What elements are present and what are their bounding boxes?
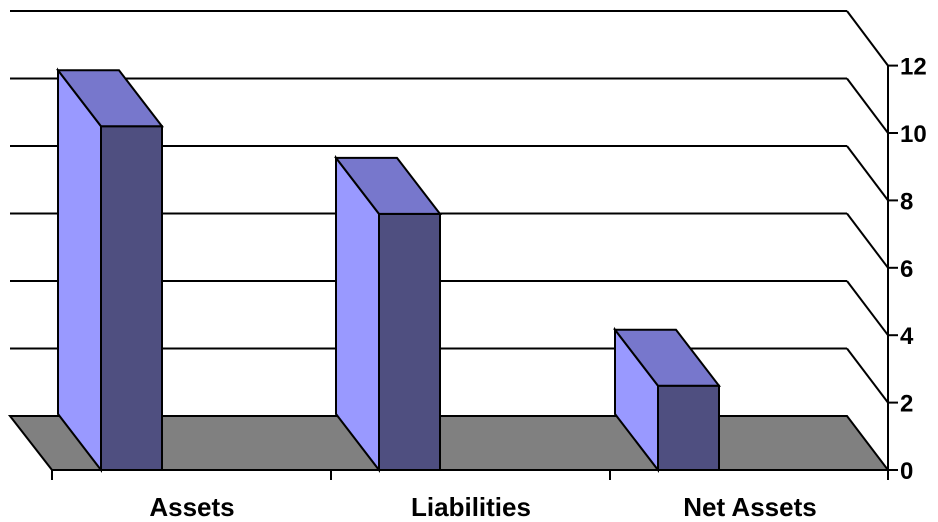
x-tick-label: Net Assets [683,492,816,522]
x-tick-label: Assets [149,492,234,522]
gridline-side [846,77,889,134]
x-tick-label: Liabilities [411,492,531,522]
bar [378,212,441,471]
y-tick-label: 10 [900,121,927,148]
y-tick-label: 6 [900,256,913,283]
y-tick-label: 4 [900,323,914,350]
gridline-side [846,347,889,404]
gridline-side [846,10,889,67]
bar-side [57,67,102,473]
bar [657,384,720,471]
gridline-side [846,212,889,269]
bars [55,67,722,473]
bar-top [612,328,722,387]
labels: 0 2 4 6 8 10 12 Assets Liabilities Net Assets [149,54,926,522]
y-tick-label: 8 [900,188,913,215]
y-tick-label: 0 [900,458,913,485]
bar-top [55,69,165,128]
y-tick-label: 12 [900,54,927,81]
axes [51,64,898,480]
bar-top [333,156,443,215]
y-tick-label: 2 [900,391,913,418]
gridline-side [846,280,889,336]
gridline-side [846,145,889,202]
bar [100,125,163,471]
